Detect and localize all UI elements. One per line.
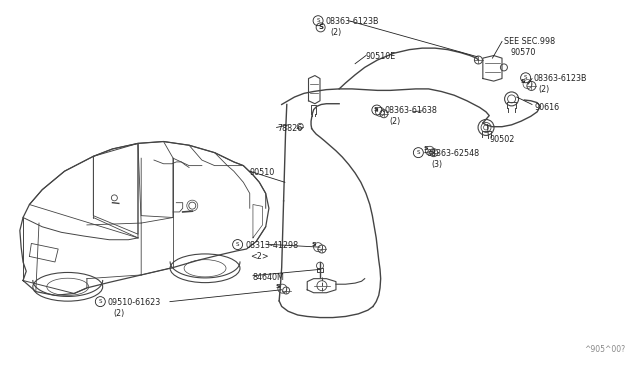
Text: ^905^00?: ^905^00?	[584, 344, 625, 353]
Text: S: S	[99, 299, 102, 304]
Text: S: S	[375, 108, 379, 112]
Text: <2>: <2>	[250, 252, 269, 261]
Text: (2): (2)	[538, 85, 550, 94]
Text: S: S	[524, 75, 527, 80]
Text: S: S	[318, 25, 323, 31]
Text: (3): (3)	[431, 160, 442, 169]
Text: 09510-61623: 09510-61623	[108, 298, 161, 307]
Text: (2): (2)	[113, 309, 124, 318]
Text: S: S	[373, 107, 378, 112]
Text: (2): (2)	[331, 28, 342, 37]
Text: SEE SEC.998: SEE SEC.998	[504, 37, 555, 46]
Text: S: S	[423, 146, 428, 151]
Text: 90570: 90570	[511, 48, 536, 57]
Text: 08363-6123B: 08363-6123B	[533, 74, 587, 83]
Text: 08363-61638: 08363-61638	[385, 106, 437, 115]
Text: 90502: 90502	[490, 135, 515, 144]
Text: 08363-62548: 08363-62548	[426, 149, 479, 158]
Text: S: S	[236, 242, 239, 247]
Text: (2): (2)	[390, 118, 401, 126]
Text: 08313-41298: 08313-41298	[245, 241, 298, 250]
Text: 84640M: 84640M	[253, 273, 285, 282]
Text: S: S	[417, 150, 420, 155]
Text: S: S	[316, 18, 320, 23]
Text: 90616: 90616	[534, 103, 560, 112]
Text: S: S	[276, 283, 280, 289]
Text: 90510: 90510	[250, 168, 275, 177]
Text: S: S	[521, 79, 525, 84]
Text: S: S	[311, 242, 316, 247]
Text: 78826: 78826	[278, 124, 303, 133]
Text: 90510E: 90510E	[366, 52, 396, 61]
Text: 08363-6123B: 08363-6123B	[326, 17, 380, 26]
